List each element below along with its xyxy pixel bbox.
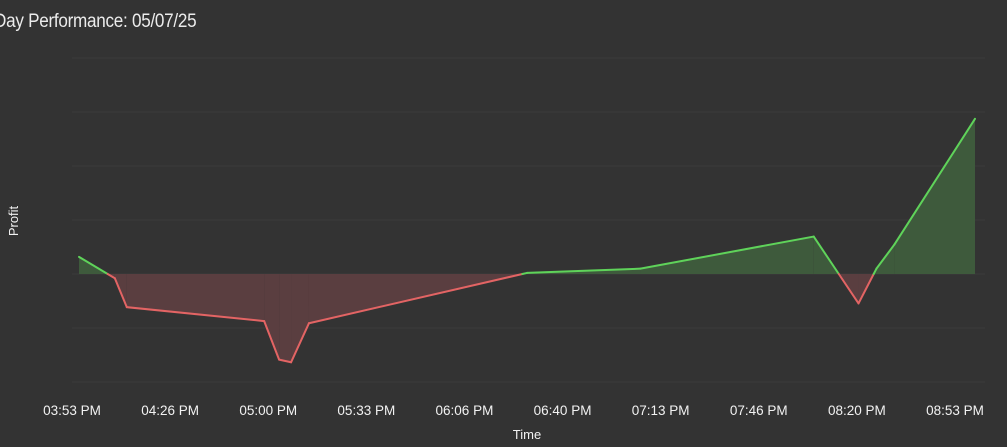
profit-line-segment bbox=[893, 117, 976, 246]
x-tick-label: 07:13 PM bbox=[632, 403, 690, 418]
x-axis-label: Time bbox=[513, 427, 541, 442]
loss-line-segment bbox=[113, 277, 128, 309]
profit-line-segment bbox=[78, 255, 109, 275]
x-tick-label: 08:20 PM bbox=[828, 403, 886, 418]
loss-area-segment bbox=[264, 274, 280, 360]
profit-line-segment bbox=[875, 243, 896, 270]
grid-lines bbox=[72, 57, 985, 383]
chart-title: Day Performance: 05/07/25 bbox=[0, 11, 197, 32]
x-tick-label: 06:40 PM bbox=[534, 403, 592, 418]
loss-line-segment bbox=[125, 306, 266, 323]
profit-area-segment bbox=[640, 236, 814, 274]
area-fills bbox=[79, 118, 975, 363]
profit-line bbox=[78, 117, 976, 364]
x-tick-label: 04:26 PM bbox=[141, 403, 199, 418]
loss-area-segment bbox=[291, 274, 309, 363]
profit-area-segment bbox=[894, 118, 975, 274]
x-tick-label: 06:06 PM bbox=[436, 403, 494, 418]
x-axis-ticks: 03:53 PM 04:26 PM 05:00 PM 05:33 PM 06:06 PM… bbox=[43, 403, 984, 418]
x-tick-label: 05:33 PM bbox=[337, 403, 395, 418]
loss-line-segment bbox=[263, 320, 281, 361]
loss-line-segment bbox=[106, 273, 116, 280]
profit-line-segment bbox=[872, 267, 878, 275]
profit-line-segment bbox=[526, 267, 642, 274]
y-axis-label: Profit bbox=[6, 205, 21, 236]
loss-line-segment bbox=[857, 273, 875, 305]
loss-area-segment bbox=[279, 274, 292, 363]
x-tick-label: 07:46 PM bbox=[730, 403, 788, 418]
profit-line-segment bbox=[639, 235, 815, 270]
loss-line-segment bbox=[307, 273, 524, 325]
loss-area-segment bbox=[126, 274, 265, 322]
x-tick-label: 05:00 PM bbox=[239, 403, 297, 418]
loss-line-segment bbox=[290, 322, 310, 364]
x-tick-label: 03:53 PM bbox=[43, 403, 101, 418]
loss-line-segment bbox=[837, 273, 860, 305]
x-tick-label: 08:53 PM bbox=[926, 403, 984, 418]
loss-line-segment bbox=[278, 358, 293, 364]
profit-line-segment bbox=[812, 235, 840, 275]
